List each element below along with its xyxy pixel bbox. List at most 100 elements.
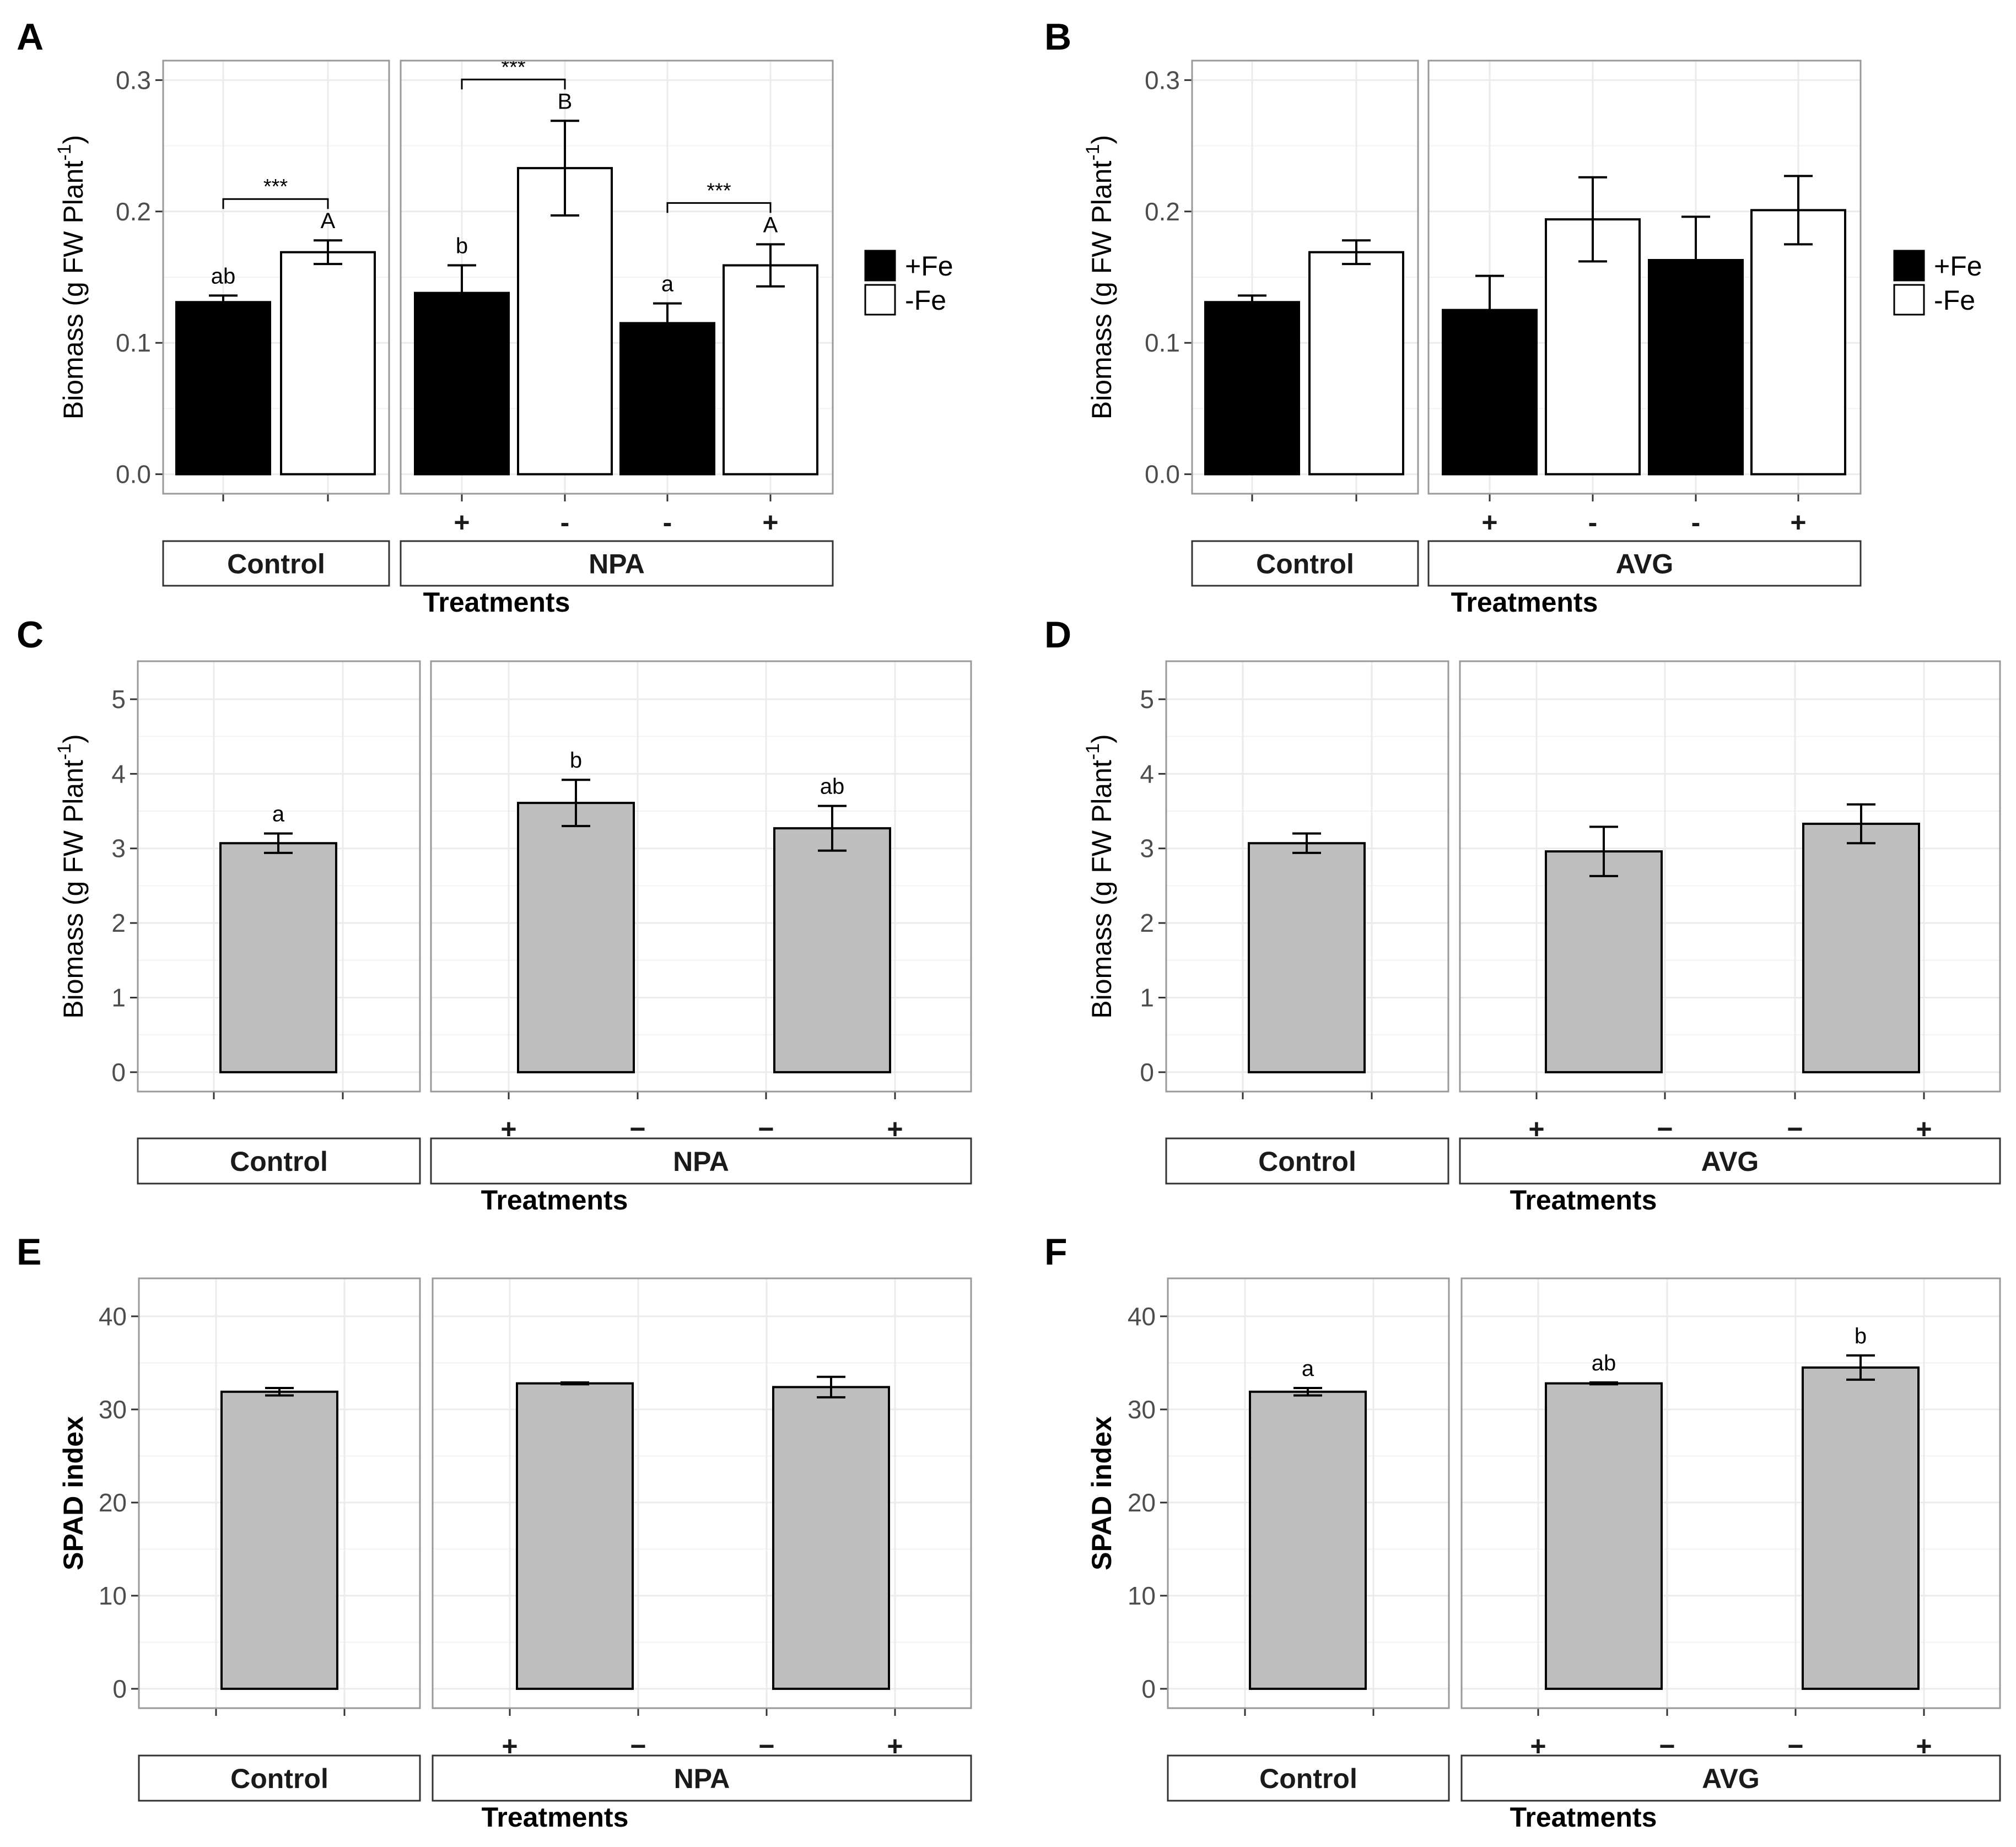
facet-strip-label: Control [1256, 549, 1354, 580]
y-axis-label-sup: -1 [1082, 144, 1103, 160]
facet-avg: + − − +AVG [1459, 660, 2001, 1185]
bar-control-1 [280, 251, 376, 476]
bar-npa-0 [516, 1382, 634, 1690]
y-tick-label: 30 [1128, 1395, 1156, 1424]
bar-avg-0 [1545, 1382, 1663, 1690]
panel-d: D 0 1 2 3 4 5 Biomass (g FW Plant-1) Control + − − +… [1044, 614, 2001, 1216]
significance-letter: B [558, 89, 573, 114]
y-tick-label: 2 [1140, 909, 1154, 937]
facet-npa: + − − +NPA [432, 1277, 972, 1802]
legend-label-plus-fe: +Fe [905, 251, 953, 282]
y-tick-label: 1 [111, 983, 126, 1012]
facet-control: Control [1165, 660, 1449, 1185]
y-axis-label-close: ) [58, 135, 89, 144]
facet-npa: b+ −ab− +NPA [430, 660, 972, 1185]
significance-bracket [461, 78, 566, 90]
significance-stars: *** [501, 56, 526, 79]
y-tick-label: 3 [1140, 834, 1154, 863]
y-tick-label: 0.1 [116, 328, 151, 357]
facet-frame [432, 1277, 972, 1709]
facet-strip [400, 540, 834, 587]
y-tick-label: 40 [1128, 1302, 1156, 1331]
legend: +Fe-Fe [1893, 250, 1982, 316]
bar-npa-1 [773, 827, 891, 1073]
y-tick-label: 0 [111, 1058, 126, 1087]
bar-npa-3 [723, 264, 818, 476]
bar-avg-3 [1750, 209, 1846, 476]
y-tick-label: 20 [99, 1488, 127, 1517]
y-axis-label-close: ) [1086, 135, 1117, 144]
legend-label-plus-fe: +Fe [1934, 251, 1982, 282]
facet-frame [1427, 60, 1862, 495]
bar-avg-1 [1802, 823, 1920, 1073]
facet-strip [432, 1754, 972, 1802]
facet-frame [138, 1277, 421, 1709]
facet-avg: + - - + AVG [1427, 60, 1862, 587]
bar-control-1 [1308, 251, 1404, 476]
bar-npa-0 [517, 802, 635, 1073]
bar-control-0 [1248, 842, 1366, 1073]
facet-strip [1427, 540, 1862, 587]
panel-b: B 0.0 0.1 0.2 0.3 Biomass (g FW Plant-1) Contr… [1044, 16, 1982, 618]
legend-swatch-plus-fe [1893, 250, 1925, 282]
significance-letter: b [456, 234, 468, 258]
y-tick-label: 0 [1141, 1675, 1156, 1703]
facet-strip [1167, 1754, 1450, 1802]
y-axis-label: SPAD index [58, 1416, 89, 1570]
facet-strip-label: NPA [673, 1146, 729, 1177]
y-axis-label-close: ) [1086, 734, 1117, 743]
treatment-sign-label: + [1790, 507, 1806, 538]
bar-avg-1 [1802, 1366, 1920, 1690]
treatment-sign-label: + [1481, 507, 1497, 538]
y-tick-label: 40 [99, 1302, 127, 1331]
significance-letter: a [272, 802, 285, 827]
facet-control: a Control [137, 660, 421, 1185]
y-tick-label: 3 [111, 834, 126, 863]
legend-label-minus-fe: -Fe [1934, 285, 1975, 316]
facet-frame [430, 660, 972, 1093]
y-axis-label: Biomass (g FW Plant-1) [1082, 135, 1117, 419]
facet-strip [1165, 1137, 1449, 1185]
facet-strip-label: NPA [674, 1763, 730, 1794]
panel-letter-f: F [1044, 1231, 1068, 1273]
treatment-sign-label: + [454, 507, 470, 538]
treatment-sign-label: - [1588, 507, 1598, 538]
panel-letter-e: E [17, 1231, 41, 1273]
significance-letter: A [321, 209, 336, 233]
y-axis-label-close: ) [58, 734, 89, 743]
y-axis-label: Biomass (g FW Plant-1) [54, 135, 89, 419]
panel-e: E 0 10 20 30 40 SPAD index Control + − − +NPATreatm… [17, 1231, 972, 1833]
bar-control-0 [1249, 1390, 1367, 1690]
panel-letter-a: A [17, 16, 44, 58]
facet-strip-label: Control [1259, 1763, 1357, 1794]
facet-strip-label: AVG [1702, 1763, 1760, 1794]
bar-npa-0 [414, 291, 510, 476]
legend: +Fe-Fe [864, 250, 953, 316]
y-axis-label: Biomass (g FW Plant-1) [54, 734, 89, 1018]
bar-avg-0 [1545, 850, 1663, 1073]
panel-letter-d: D [1044, 614, 1071, 656]
y-tick-label: 0 [112, 1675, 127, 1703]
y-tick-label: 0.1 [1145, 328, 1180, 357]
facet-strip [1191, 540, 1419, 587]
significance-bracket [222, 198, 329, 209]
bar-control-0 [175, 301, 271, 476]
y-axis-label-main: Biomass (g FW Plant [58, 161, 89, 420]
treatment-sign-label: - [1691, 507, 1701, 538]
y-axis-label-sup: -1 [1082, 743, 1103, 760]
facet-avg: ab+ −b− +AVG [1460, 1277, 2001, 1802]
facet-control: Control [138, 1277, 421, 1802]
significance-letter: A [763, 213, 778, 237]
significance-letter: ab [1592, 1351, 1616, 1375]
y-tick-label: 1 [1140, 983, 1154, 1012]
y-tick-label: 4 [1140, 759, 1154, 788]
y-axis-label-main: Biomass (g FW Plant [1086, 161, 1117, 420]
facet-strip-label: Control [227, 549, 325, 580]
legend-swatch-minus-fe [1893, 284, 1925, 316]
x-axis-title: Treatments [1451, 587, 1598, 618]
x-axis-title: Treatments [423, 587, 570, 618]
facet-strip-label: NPA [589, 549, 645, 580]
facet-frame [137, 660, 421, 1093]
